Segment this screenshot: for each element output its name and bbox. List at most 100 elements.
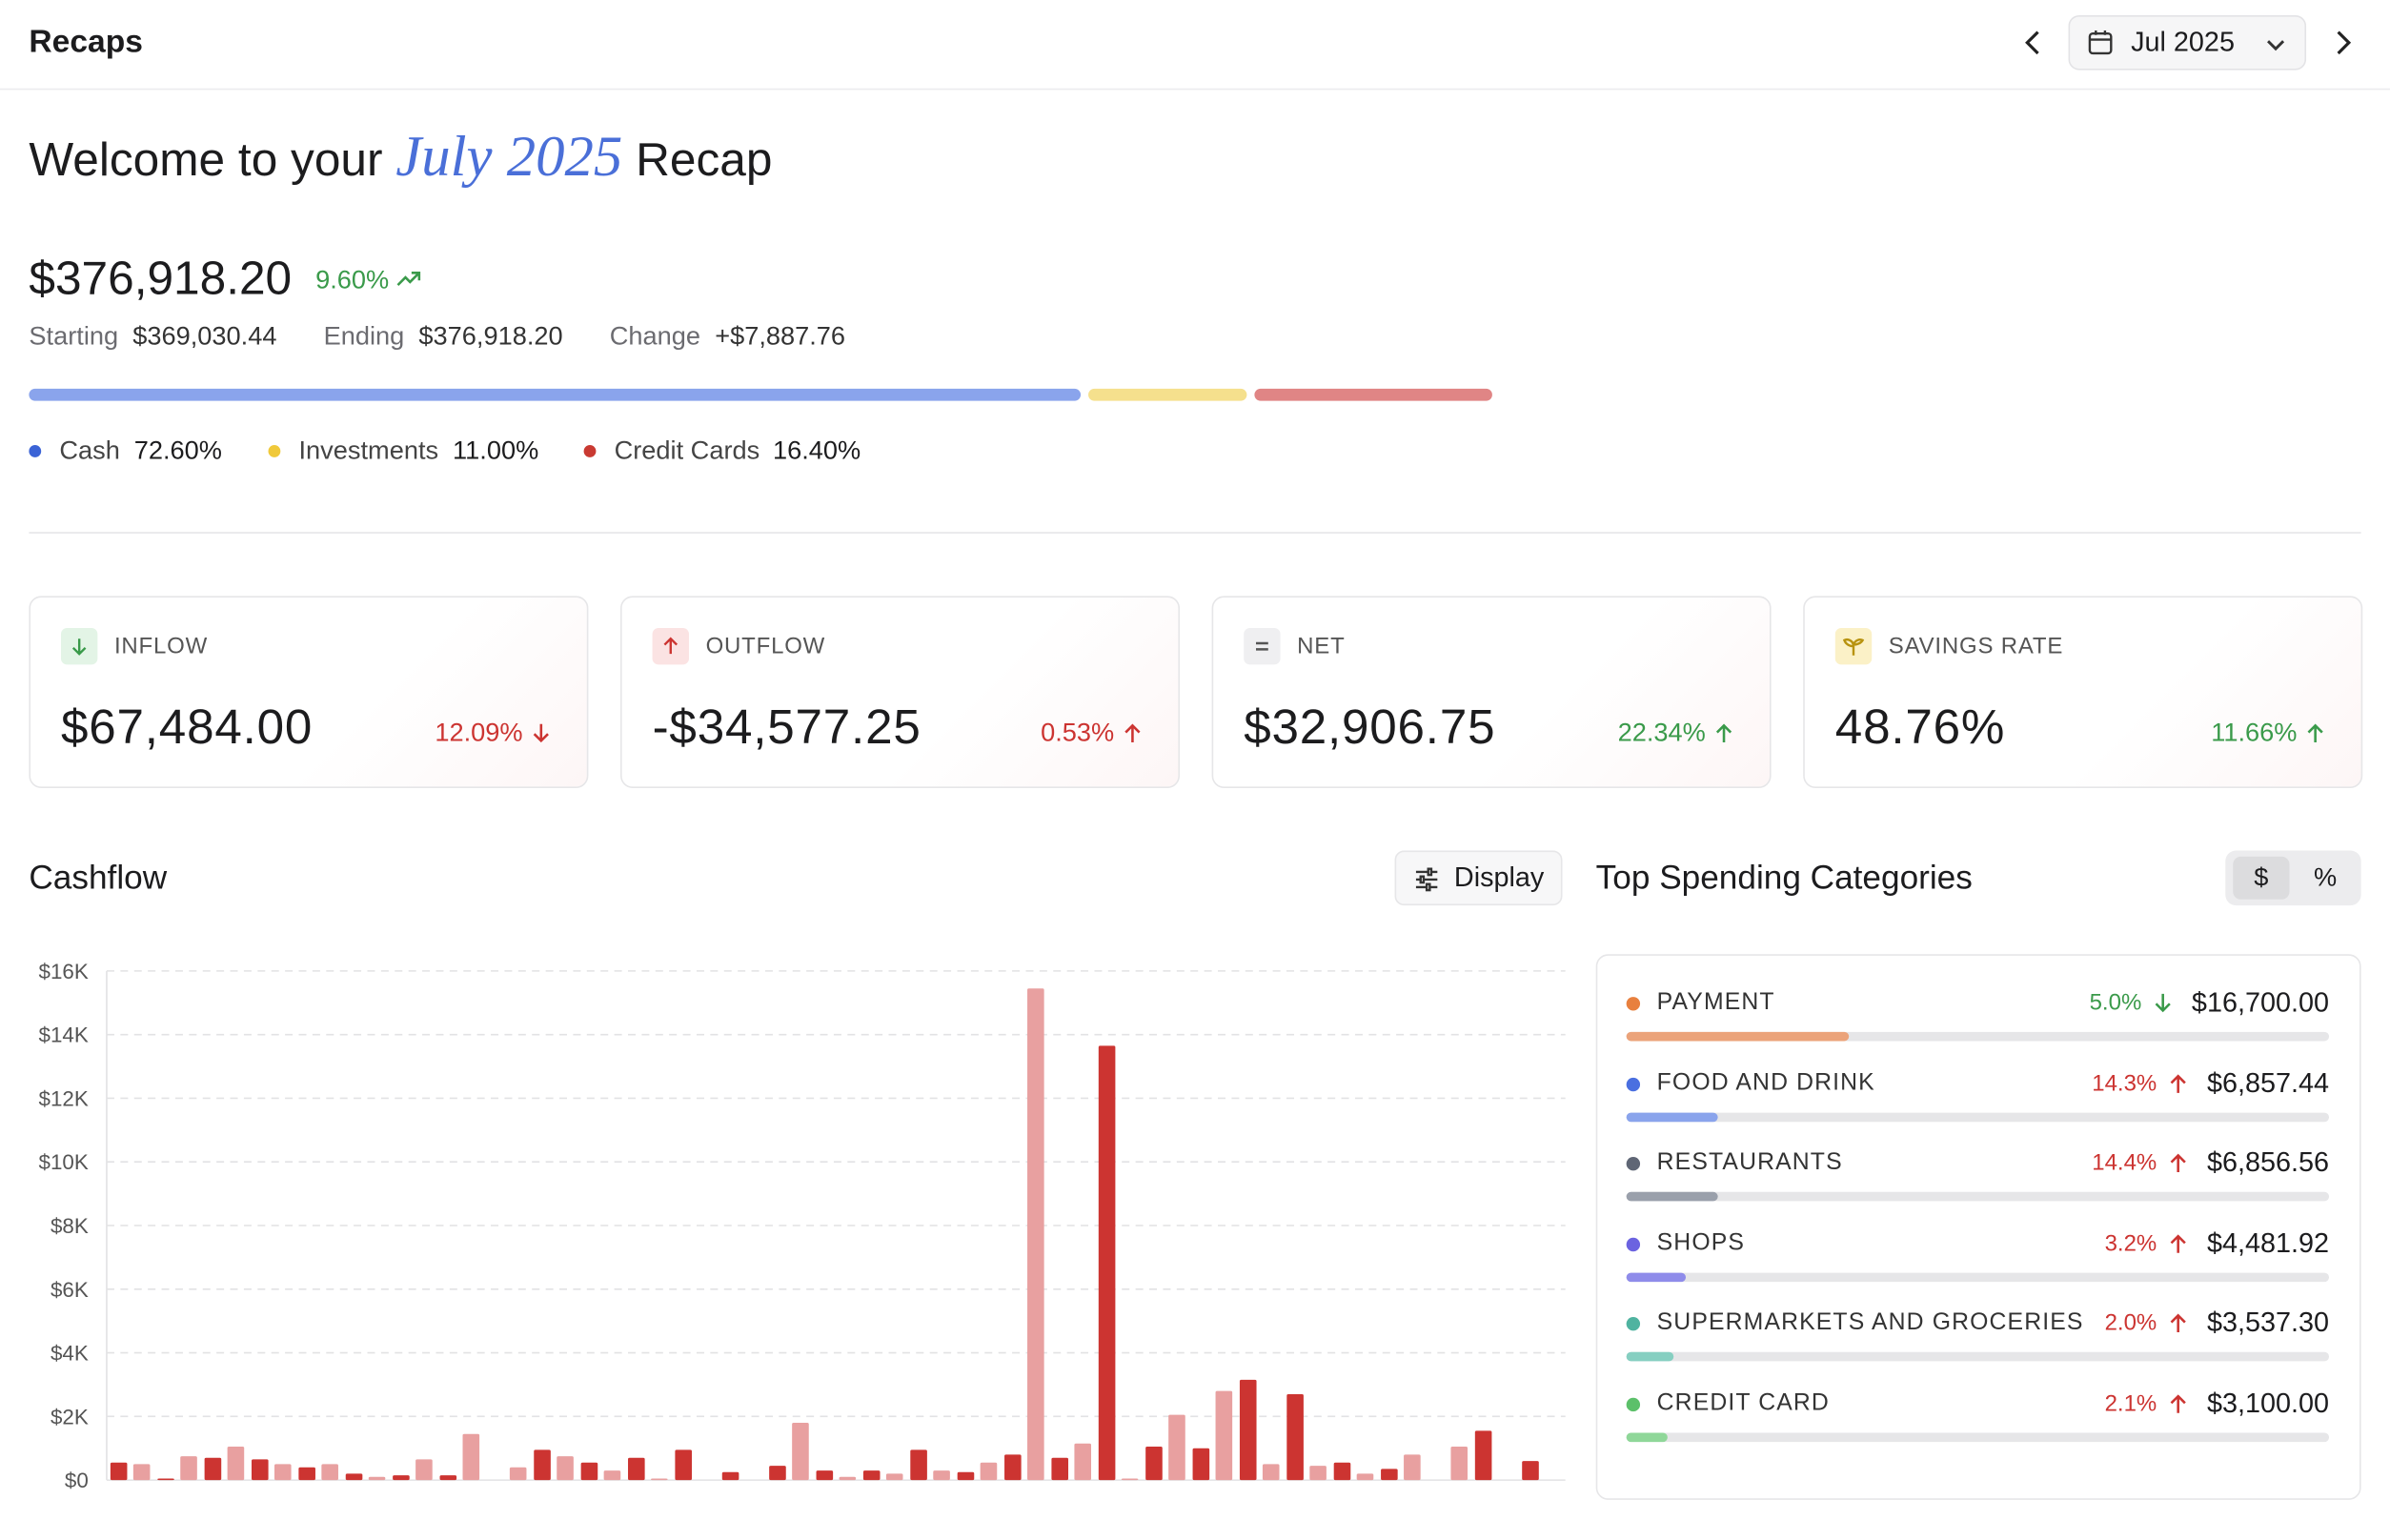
- category-dot: [1626, 1317, 1641, 1331]
- metric-value: $32,906.75: [1244, 699, 1496, 754]
- bar: [603, 1470, 621, 1481]
- category-name: RESTAURANTS: [1656, 1149, 1843, 1176]
- icon-glyph: [1842, 638, 1865, 656]
- y-tick-label: $6K: [51, 1278, 89, 1302]
- category-track: [1626, 1111, 2330, 1122]
- category-track: [1626, 1432, 2330, 1443]
- summary-value: $369,030.44: [132, 321, 277, 351]
- trend-arrow: [2170, 1314, 2186, 1333]
- display-label: Display: [1453, 861, 1545, 893]
- y-tick-label: $12K: [39, 1086, 89, 1110]
- category-name: PAYMENT: [1656, 989, 1775, 1016]
- bar: [1027, 988, 1044, 1481]
- category-amount: $4,481.92: [2206, 1227, 2330, 1259]
- toggle-dollar[interactable]: $: [2233, 856, 2290, 900]
- category-bar: [1626, 1192, 1718, 1202]
- y-tick-label: $16K: [39, 960, 89, 983]
- arrow-path: [1715, 723, 1732, 742]
- trend-arrow: [2170, 1153, 2186, 1173]
- bar: [1145, 1447, 1163, 1481]
- section-divider: [29, 532, 2361, 534]
- bar: [534, 1449, 551, 1481]
- arrow-path: [2170, 1394, 2186, 1413]
- bar: [180, 1456, 197, 1481]
- arrow-path: [2170, 1234, 2186, 1253]
- bar: [651, 1478, 668, 1481]
- welcome-text: Welcome to your: [29, 132, 383, 187]
- bar: [298, 1467, 315, 1481]
- y-tick-label: $8K: [51, 1214, 89, 1238]
- allocation-bar: [1087, 388, 1247, 401]
- icon-glyph: [1255, 641, 1268, 651]
- metric-label: NET: [1297, 633, 1346, 659]
- bar: [273, 1464, 292, 1481]
- category-amount: $6,856.56: [2206, 1146, 2330, 1178]
- bar: [862, 1470, 881, 1481]
- month-picker[interactable]: Jul 2025: [2068, 14, 2307, 71]
- bar: [1262, 1464, 1280, 1481]
- chevron-down: [2267, 40, 2285, 51]
- metric-change: 11.66%: [2211, 718, 2298, 747]
- arrow-path: [2170, 1153, 2186, 1173]
- welcome-text: Recap: [636, 132, 773, 187]
- category-dot: [1626, 1157, 1641, 1171]
- legend-name: Investments: [298, 436, 439, 465]
- bar: [251, 1459, 269, 1481]
- bar: [1168, 1414, 1185, 1481]
- category-bar: [1626, 1111, 1718, 1122]
- bar: [910, 1449, 927, 1481]
- bar: [132, 1464, 151, 1481]
- summary-value: $376,918.20: [418, 321, 563, 351]
- trend-arrow: [1715, 723, 1732, 742]
- bar: [227, 1447, 245, 1481]
- bar: [1192, 1448, 1210, 1481]
- arrow-path: [2170, 1073, 2186, 1093]
- bar: [557, 1456, 574, 1481]
- trend-arrow: [1124, 723, 1141, 742]
- sliders-icon: [1415, 867, 1438, 892]
- metric-icon: [1834, 627, 1873, 665]
- allocation-bar: [1254, 388, 1492, 401]
- category-track: [1626, 1031, 2330, 1042]
- category-change: 3.2%: [2104, 1230, 2157, 1257]
- category-change: 14.3%: [2092, 1069, 2157, 1097]
- bar: [368, 1476, 386, 1481]
- legend-dot: [583, 445, 597, 457]
- icon-path: [1842, 638, 1865, 656]
- next-month[interactable]: [2327, 28, 2358, 58]
- bar: [839, 1476, 857, 1481]
- bar: [980, 1462, 998, 1481]
- legend-value: 11.00%: [453, 436, 539, 465]
- bar: [792, 1423, 809, 1481]
- bar: [204, 1457, 222, 1481]
- unit-toggle: $ %: [2225, 850, 2361, 906]
- toggle-percent[interactable]: %: [2313, 862, 2338, 892]
- prev-month[interactable]: [2018, 28, 2049, 58]
- trend-arrow: [2170, 1234, 2186, 1253]
- spending-title: Top Spending Categories: [1595, 858, 1973, 897]
- category-change: 14.4%: [2092, 1150, 2157, 1177]
- bar: [157, 1478, 174, 1481]
- metric-change: 0.53%: [1041, 718, 1115, 747]
- bar: [580, 1462, 598, 1481]
- category-amount: $6,857.44: [2206, 1066, 2330, 1098]
- display-button[interactable]: Display: [1394, 850, 1563, 906]
- bar: [1450, 1447, 1468, 1481]
- bar: [769, 1466, 786, 1481]
- arrow-path: [533, 723, 549, 743]
- trend-icon: [396, 272, 421, 287]
- category-name: CREDIT CARD: [1656, 1389, 1830, 1416]
- bar: [345, 1473, 363, 1481]
- header-divider: [0, 88, 2390, 91]
- category-bar: [1626, 1031, 1850, 1042]
- metric-card: OUTFLOW -$34,577.25 0.53%: [619, 596, 1181, 788]
- metric-icon: [60, 627, 98, 665]
- net-worth: $376,918.20: [29, 251, 293, 305]
- change-pct: 9.60%: [315, 265, 390, 294]
- y-tick-label: $14K: [39, 1023, 89, 1047]
- trend-arrow: [2307, 723, 2323, 742]
- metric-change: 22.34%: [1617, 718, 1706, 747]
- bar: [1286, 1393, 1304, 1481]
- page-title: Recaps: [29, 24, 143, 60]
- y-tick-label: $10K: [39, 1150, 89, 1174]
